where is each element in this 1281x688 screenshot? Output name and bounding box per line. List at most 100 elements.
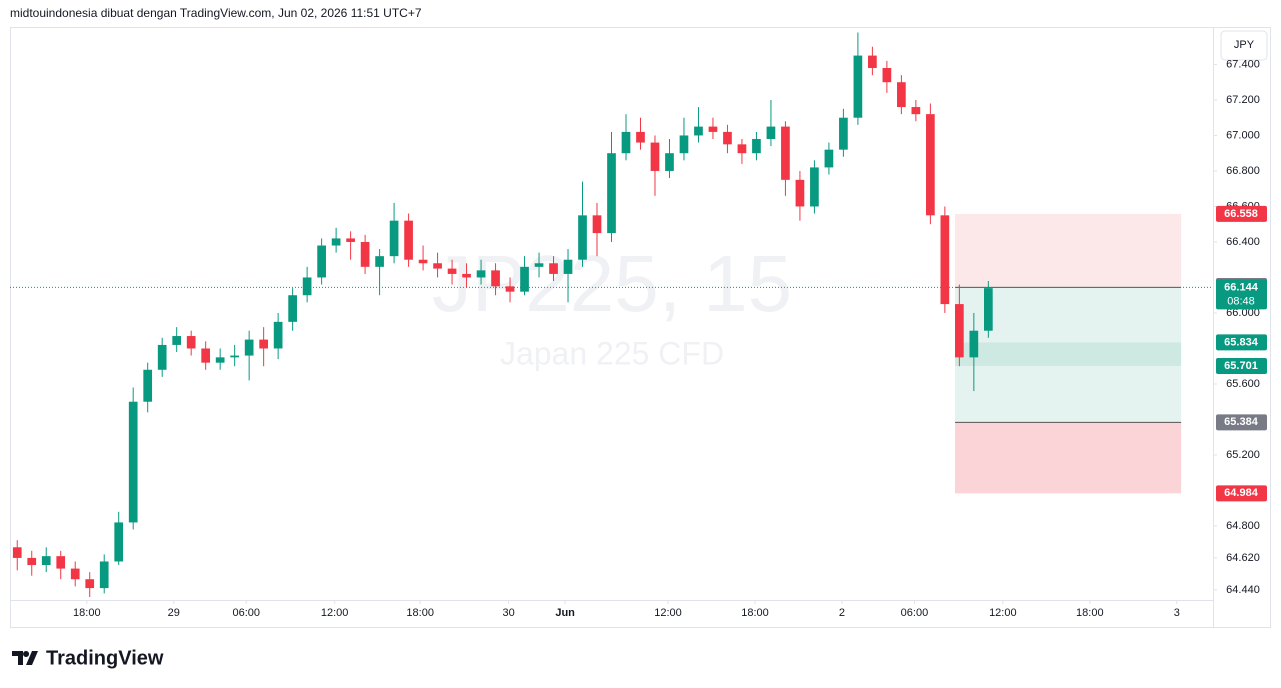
candle-body (708, 126, 718, 132)
candle-body (27, 557, 37, 566)
candle-body (418, 259, 428, 264)
candle-body (926, 114, 935, 216)
watermark-symbol: JP225, 15 (432, 239, 792, 328)
price-label-box (1216, 358, 1267, 375)
candle-body (244, 339, 254, 356)
candle-body (955, 304, 964, 358)
candle-body (302, 277, 312, 296)
candle-body (940, 215, 950, 305)
countdown: 08:48 (1227, 295, 1255, 307)
candle-body (621, 131, 631, 154)
y-tick-label: 65.600 (1226, 378, 1260, 390)
x-tick-label: 29 (168, 607, 180, 619)
candle-body (737, 144, 747, 154)
x-tick-label: 12:00 (989, 607, 1017, 619)
price-label-box (1216, 414, 1267, 431)
x-tick-label: 06:00 (901, 607, 929, 619)
candle-body (172, 336, 182, 345)
candle-body (56, 556, 66, 569)
y-tick-label: 66.800 (1226, 165, 1260, 177)
currency-box[interactable] (1220, 30, 1268, 61)
candle-body (491, 270, 500, 287)
candle-body (983, 288, 993, 331)
candle-body (607, 153, 616, 234)
x-tick-label: 2 (839, 607, 845, 619)
candle-body (592, 215, 602, 234)
price-label-box (1216, 279, 1267, 310)
candle-body (12, 547, 22, 558)
price-label: 64.984 (1224, 487, 1259, 499)
candle-body (781, 126, 790, 180)
header-text: midtouindonesia dibuat dengan TradingVie… (10, 6, 422, 20)
candle-body (636, 131, 645, 143)
candle-body (331, 238, 341, 246)
candle-body (549, 263, 558, 274)
candle-body (795, 179, 805, 207)
candle-body (520, 266, 529, 292)
x-tick-label: 18:00 (73, 607, 101, 619)
y-tick-label: 67.400 (1226, 58, 1260, 70)
x-tick-label: 3 (1174, 607, 1180, 619)
candle-body (969, 330, 979, 358)
candle-body (99, 561, 109, 589)
candle-body (389, 220, 399, 257)
candle-body (259, 339, 268, 349)
candle-body (853, 55, 863, 118)
candle-body (839, 117, 848, 150)
candle-body (360, 241, 370, 267)
candle-body (70, 568, 80, 580)
candle-body (128, 401, 138, 523)
y-tick-label: 66.400 (1226, 236, 1260, 248)
candle-body (752, 139, 761, 154)
y-tick-label: 64.620 (1226, 552, 1260, 564)
candle-body (679, 135, 689, 154)
currency[interactable]: JPY (1234, 39, 1255, 51)
y-tick-label: 67.200 (1226, 94, 1260, 106)
position-zone (955, 422, 1182, 494)
candle-body (911, 107, 921, 115)
price-label-box (1216, 485, 1267, 502)
candle-body (317, 245, 326, 278)
x-tick-label: 12:00 (321, 607, 349, 619)
candle-body (215, 357, 225, 363)
logo: TradingView (12, 647, 164, 669)
candle-body (288, 295, 297, 322)
watermark-description: Japan 225 CFD (500, 335, 724, 371)
chart-frame (10, 27, 1271, 628)
candle-body (563, 259, 573, 274)
x-tick-label: Jun (555, 607, 575, 619)
candle-body (85, 579, 95, 589)
y-tick-label: 67.000 (1226, 129, 1260, 141)
candle-body (476, 270, 486, 278)
price-label: 65.834 (1224, 336, 1259, 348)
plot-area (10, 32, 1213, 597)
candle-body (273, 321, 283, 349)
price-label: 66.558 (1224, 208, 1258, 220)
candle-body (810, 167, 819, 207)
candle-body (505, 286, 515, 292)
candle-body (201, 348, 211, 363)
x-tick-label: 18:00 (406, 607, 434, 619)
candle-body (404, 220, 413, 260)
price-label-box (1216, 205, 1267, 222)
price-label-box (1216, 334, 1267, 351)
candle-body (650, 142, 660, 171)
x-tick-label: 30 (502, 607, 514, 619)
candle-body (41, 556, 51, 566)
candle-body (230, 355, 240, 358)
x-tick-label: 18:00 (1076, 607, 1104, 619)
x-tick-label: 06:00 (232, 607, 260, 619)
position-zone (955, 213, 1182, 288)
candle-body (186, 336, 196, 349)
candle-body (534, 263, 544, 267)
candle-body (157, 344, 167, 370)
logo-icon (12, 651, 38, 665)
candle-body (346, 238, 355, 242)
candle-body (462, 273, 471, 278)
y-tick-label: 64.800 (1226, 520, 1260, 532)
price-label: 66.144 (1224, 281, 1259, 293)
x-tick-label: 12:00 (654, 607, 682, 619)
candle-body (665, 153, 674, 171)
candle-body (143, 369, 153, 402)
y-tick-label: 64.440 (1226, 584, 1260, 596)
